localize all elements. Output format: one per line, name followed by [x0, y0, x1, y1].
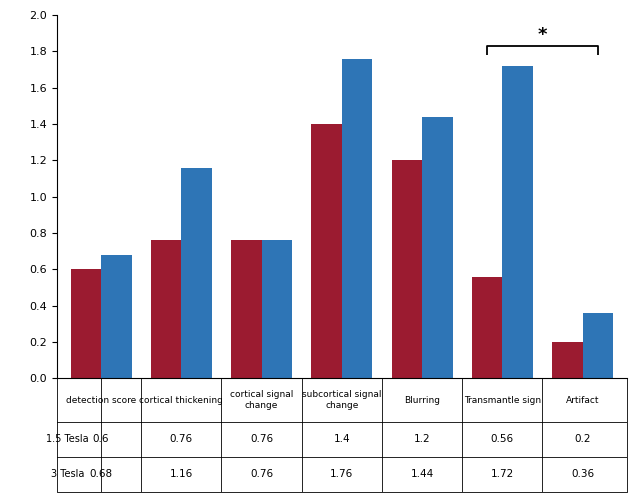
Text: 1.72: 1.72	[491, 470, 514, 480]
Text: 1.44: 1.44	[410, 470, 434, 480]
Bar	[582, 313, 613, 378]
Text: cortical signal
change: cortical signal change	[230, 390, 293, 410]
Text: detection score: detection score	[66, 396, 136, 405]
Bar	[101, 255, 132, 378]
Bar	[342, 59, 372, 378]
Text: *: *	[537, 26, 547, 44]
Bar	[552, 342, 582, 378]
Text: cortical thickening: cortical thickening	[139, 396, 223, 405]
Text: 3 Tesla: 3 Tesla	[51, 470, 84, 480]
Bar	[231, 240, 261, 378]
Text: 0.56: 0.56	[491, 434, 514, 444]
Bar	[261, 240, 292, 378]
Text: 0.36: 0.36	[571, 470, 594, 480]
Text: 0.6: 0.6	[93, 434, 110, 444]
Bar	[311, 124, 342, 378]
Text: subcortical signal
change: subcortical signal change	[302, 390, 382, 410]
Text: Transmantle sign: Transmantle sign	[464, 396, 541, 405]
Bar	[181, 167, 212, 378]
Text: 0.76: 0.76	[250, 470, 273, 480]
Text: 0.68: 0.68	[89, 470, 113, 480]
Bar	[392, 161, 422, 378]
Text: 1.5 Tesla: 1.5 Tesla	[46, 434, 89, 444]
Text: 1.16: 1.16	[170, 470, 193, 480]
Text: 0.2: 0.2	[574, 434, 591, 444]
Bar	[472, 277, 503, 378]
Bar	[71, 269, 101, 378]
Text: 0.76: 0.76	[250, 434, 273, 444]
Text: 0.76: 0.76	[170, 434, 193, 444]
Text: 1.2: 1.2	[414, 434, 430, 444]
Bar	[151, 240, 181, 378]
Text: Artifact: Artifact	[566, 396, 599, 405]
Text: Blurring: Blurring	[404, 396, 440, 405]
Bar	[503, 66, 533, 378]
Bar	[422, 117, 453, 378]
Text: 1.4: 1.4	[334, 434, 350, 444]
Text: 1.76: 1.76	[330, 470, 353, 480]
